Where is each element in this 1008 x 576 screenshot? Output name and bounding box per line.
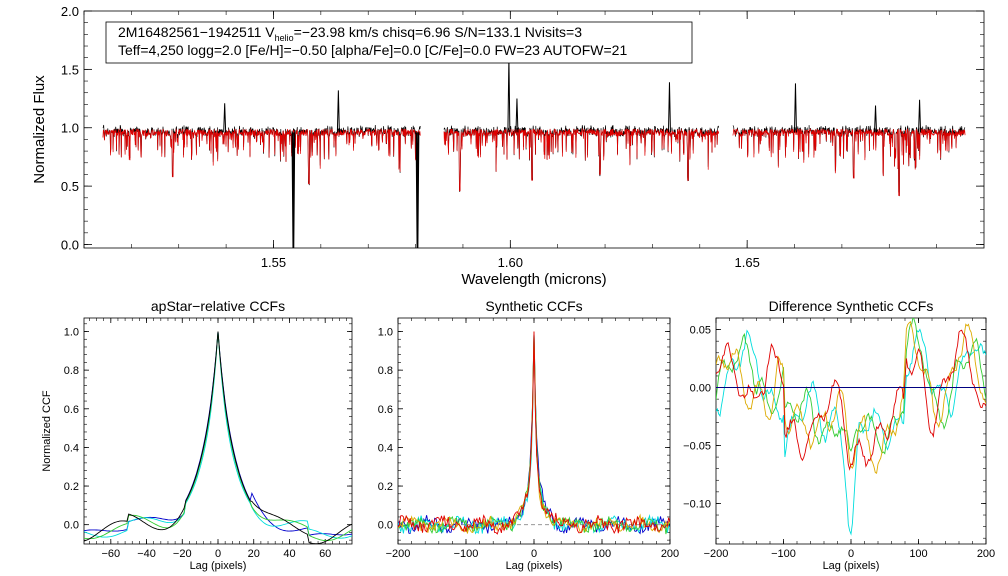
synthetic_ccf-xtick-label: −200 — [386, 548, 411, 560]
apstar_ccf-ytick-label: 0.0 — [64, 520, 79, 532]
difference_ccf-xtick-label: −200 — [704, 548, 729, 560]
spectrum-spike-1 — [291, 132, 296, 248]
spectrum-frame — [83, 10, 985, 249]
spectrum-ytick-label: 1.0 — [61, 121, 79, 136]
apstar-ccf-lines — [84, 331, 352, 544]
apstar_ccf-xtick-label: −60 — [101, 548, 120, 560]
difference-ccf-lines — [716, 318, 986, 536]
synthetic-ccf-lines — [398, 331, 670, 535]
apstar_ccf-ytick-label: 0.4 — [64, 442, 79, 454]
spectrum-xtick-label: 1.55 — [261, 255, 286, 270]
synthetic-ccf-series-2 — [398, 331, 670, 535]
apstar-ccf-series-2 — [84, 331, 352, 539]
model-spectrum-chip-2 — [443, 127, 720, 192]
info-line-1: 2M16482561−1942511 Vhelio=−23.98 km/s ch… — [118, 24, 582, 43]
synthetic_ccf-xtick-label: 100 — [593, 548, 611, 560]
spectrum-xlabel: Wavelength (microns) — [461, 271, 606, 288]
synthetic_ccf-xtick-label: −100 — [454, 548, 479, 560]
spectrum-spike-2 — [415, 132, 420, 248]
spectrum-spike-5 — [515, 98, 519, 133]
apstar_ccf-xtick-label: −20 — [173, 548, 192, 560]
apstar_ccf-ytick-label: 0.2 — [64, 481, 79, 493]
apstar_ccf-ytick-label: 0.8 — [64, 365, 79, 377]
synthetic_ccf-xtick-label: 200 — [661, 548, 679, 560]
difference_ccf-xlabel: Lag (pixels) — [823, 560, 880, 572]
apstar-ccf-panel: −60 −40 −20 0 20 40 60 0.0 0.2 0.4 0.6 0.8 1.0 apStar… — [41, 298, 353, 572]
synthetic_ccf-ytick-label: 0.6 — [378, 404, 393, 416]
difference_ccf-xtick-label: 100 — [909, 548, 927, 560]
synthetic_ccf-xlabel: Lag (pixels) — [506, 560, 563, 572]
apstar_ccf-xtick-label: 0 — [215, 548, 221, 560]
apstar_ccf-ylabel: Normalized CCF — [41, 390, 53, 472]
difference-ccf-series-1 — [716, 328, 986, 536]
difference-ccf-panel: −200 −100 0 100 200 0.05 0.00 −0.05 −0.10 Differe… — [683, 298, 995, 572]
difference_ccf-xtick-label: −100 — [771, 548, 796, 560]
spectrum-ytick-label: 1.5 — [61, 62, 79, 77]
apstar_ccf-xtick-label: 60 — [319, 548, 331, 560]
model-spectrum-chip-3 — [732, 128, 966, 196]
apstar_ccf-xtick-label: 40 — [283, 548, 295, 560]
model-spectrum-chip-1 — [102, 127, 421, 185]
synthetic-ccf-series-5 — [398, 331, 670, 535]
difference_ccf-frame — [715, 317, 987, 545]
difference_ccf-title: Difference Synthetic CCFs — [769, 298, 934, 314]
apstar_ccf-xlabel: Lag (pixels) — [190, 560, 247, 572]
apstar-ccf-series-4 — [84, 331, 352, 544]
apstar_ccf-frame — [83, 317, 353, 545]
synthetic_ccf-ytick-label: 0.0 — [378, 520, 393, 532]
apstar_ccf-ytick-label: 0.6 — [64, 404, 79, 416]
apstar_ccf-xtick-label: −40 — [137, 548, 156, 560]
apstar_ccf-xtick-label: 20 — [248, 548, 260, 560]
difference-ccf-series-4 — [716, 329, 986, 471]
synthetic-ccf-series-4 — [398, 331, 670, 534]
spectrum-ylabel: Normalized Flux — [31, 75, 48, 184]
spectrum-ytick-label: 2.0 — [61, 4, 79, 19]
spectrum-ytick-label: 0.0 — [61, 237, 79, 252]
spectrum-spike-4 — [507, 57, 511, 133]
difference_ccf-xtick-label: 200 — [977, 548, 995, 560]
spectrum-xtick-label: 1.60 — [498, 255, 523, 270]
apstar_ccf-title: apStar−relative CCFs — [151, 298, 285, 314]
difference_ccf-ytick-label: 0.00 — [690, 383, 711, 395]
spectrum-spike-7 — [918, 99, 922, 133]
spectrum-panel: 1.55 1.60 1.65 0.0 0.5 1.0 1.5 2.0 Wavelength (m… — [31, 4, 985, 288]
difference_ccf-xtick-label: 0 — [848, 548, 854, 560]
difference-ccf-series-3 — [716, 320, 986, 474]
difference_ccf-ytick-label: −0.10 — [683, 498, 711, 510]
synthetic-ccf-series-3 — [398, 331, 670, 535]
spectrum-spike-8 — [874, 105, 878, 133]
difference_ccf-ytick-label: −0.05 — [683, 440, 711, 452]
synthetic_ccf-xtick-label: 0 — [531, 548, 537, 560]
synthetic-ccf-panel: −200 −100 0 100 200 0.0 0.2 0.4 0.6 0.8 1.0 Synthet… — [378, 298, 679, 572]
synthetic_ccf-title: Synthetic CCFs — [485, 298, 582, 314]
spectrum-spike-3 — [336, 90, 340, 133]
synthetic_ccf-ytick-label: 0.8 — [378, 365, 393, 377]
apstar-ccf-series-3 — [84, 331, 352, 542]
synthetic-ccf-series-1 — [398, 331, 670, 535]
spectrum-spike-6 — [667, 82, 671, 133]
synthetic_ccf-ytick-label: 1.0 — [378, 327, 393, 339]
apstar_ccf-ytick-label: 1.0 — [64, 327, 79, 339]
spectrum-spike-10 — [223, 103, 227, 133]
difference_ccf-ytick-label: 0.05 — [690, 325, 711, 337]
spectrum-lines — [102, 57, 966, 248]
spectrum-ytick-label: 0.5 — [61, 179, 79, 194]
apstar-ccf-series-1 — [84, 331, 352, 536]
synthetic_ccf-ytick-label: 0.2 — [378, 481, 393, 493]
spectrum-spike-9 — [793, 83, 797, 133]
info-line-2: Teff=4,250 logg=2.0 [Fe/H]=−0.50 [alpha/… — [118, 42, 627, 58]
synthetic_ccf-ytick-label: 0.4 — [378, 442, 393, 454]
spectrum-xtick-label: 1.65 — [735, 255, 760, 270]
info-box: 2M16482561−1942511 Vhelio=−23.98 km/s ch… — [105, 21, 693, 64]
